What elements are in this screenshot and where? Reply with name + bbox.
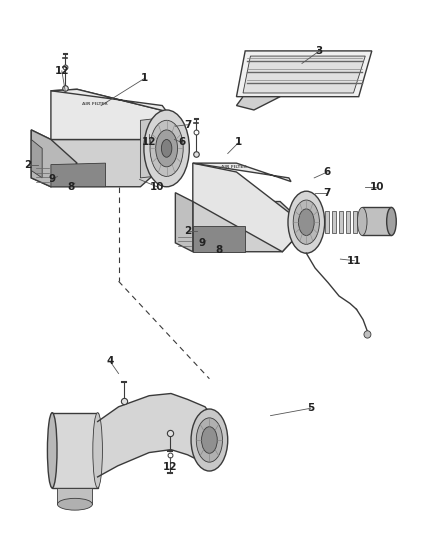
Text: AIR FILTER: AIR FILTER: [82, 102, 107, 106]
Circle shape: [144, 110, 189, 187]
Text: 12: 12: [142, 138, 156, 148]
Polygon shape: [141, 119, 153, 178]
Polygon shape: [31, 130, 51, 187]
Polygon shape: [51, 140, 166, 187]
Text: 8: 8: [215, 245, 223, 255]
Text: 2: 2: [184, 226, 191, 236]
Text: 3: 3: [316, 46, 323, 56]
Circle shape: [155, 130, 177, 167]
Polygon shape: [31, 140, 42, 178]
Text: 1: 1: [141, 73, 148, 83]
Polygon shape: [193, 201, 306, 252]
Circle shape: [293, 200, 319, 244]
Text: 10: 10: [370, 182, 384, 192]
Text: 9: 9: [49, 174, 56, 184]
Polygon shape: [346, 211, 350, 233]
Polygon shape: [332, 211, 336, 233]
Text: 6: 6: [178, 138, 186, 148]
Polygon shape: [193, 163, 306, 252]
Text: 5: 5: [307, 403, 314, 413]
Polygon shape: [31, 130, 77, 187]
Polygon shape: [193, 163, 291, 182]
Text: 1: 1: [235, 138, 242, 148]
Ellipse shape: [387, 207, 396, 236]
Text: 12: 12: [163, 462, 177, 472]
Text: 7: 7: [324, 188, 331, 198]
Text: 8: 8: [68, 182, 75, 192]
Polygon shape: [237, 96, 280, 110]
Polygon shape: [193, 226, 245, 252]
Polygon shape: [52, 413, 98, 488]
Text: 6: 6: [324, 167, 331, 177]
Text: 12: 12: [55, 66, 69, 76]
Ellipse shape: [47, 413, 57, 488]
Text: 10: 10: [150, 182, 164, 192]
Polygon shape: [57, 488, 92, 504]
Polygon shape: [353, 211, 357, 233]
Text: 2: 2: [24, 159, 32, 169]
Polygon shape: [243, 56, 365, 93]
Polygon shape: [51, 163, 106, 187]
Circle shape: [201, 427, 217, 453]
Text: 7: 7: [184, 120, 191, 130]
Text: 9: 9: [199, 238, 206, 248]
Polygon shape: [51, 90, 166, 111]
Text: 11: 11: [347, 256, 362, 265]
Ellipse shape: [357, 207, 367, 236]
Polygon shape: [325, 211, 329, 233]
Ellipse shape: [57, 498, 92, 510]
Polygon shape: [339, 211, 343, 233]
Ellipse shape: [93, 413, 102, 488]
Circle shape: [288, 191, 325, 253]
Circle shape: [191, 409, 228, 471]
Polygon shape: [175, 192, 193, 252]
Text: 4: 4: [106, 356, 113, 366]
Polygon shape: [362, 207, 392, 236]
Text: AIR FILTER: AIR FILTER: [221, 165, 247, 169]
Polygon shape: [237, 51, 372, 96]
Circle shape: [196, 418, 223, 462]
Circle shape: [150, 120, 183, 176]
Circle shape: [298, 209, 314, 236]
Polygon shape: [51, 90, 166, 140]
Polygon shape: [98, 393, 209, 477]
Circle shape: [161, 140, 172, 157]
Ellipse shape: [364, 331, 371, 338]
